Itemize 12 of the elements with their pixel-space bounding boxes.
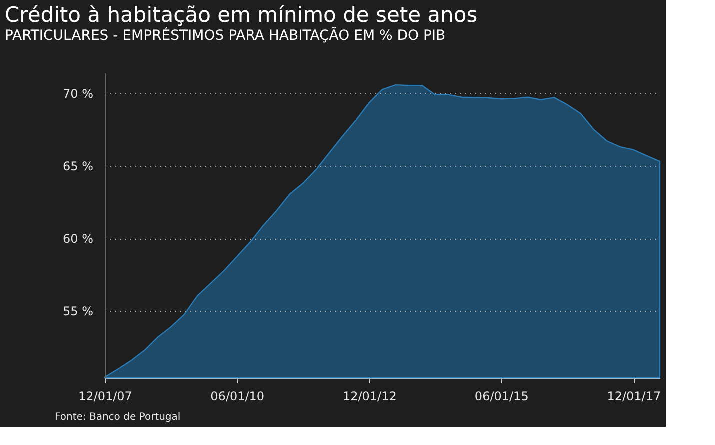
x-tick-label: 06/01/15: [474, 390, 529, 404]
x-tick-label: 12/01/12: [342, 390, 397, 404]
y-tick-label: 55 %: [63, 304, 94, 319]
y-tick-label: 60 %: [63, 232, 94, 246]
chart-title: Crédito à habitação em mínimo de sete anos: [5, 3, 478, 27]
x-tick-label: 12/01/17: [607, 390, 662, 404]
y-tick-label: 65 %: [63, 159, 94, 174]
chart-subtitle: PARTICULARES - EMPRÉSTIMOS PARA HABITAÇÃO EM % DO PIB: [5, 27, 446, 44]
y-tick-label: 70 %: [63, 86, 94, 101]
x-tick-label: 12/01/07: [78, 390, 132, 404]
source-note: Fonte: Banco de Portugal: [55, 412, 181, 423]
x-tick-label: 06/01/10: [210, 390, 265, 404]
